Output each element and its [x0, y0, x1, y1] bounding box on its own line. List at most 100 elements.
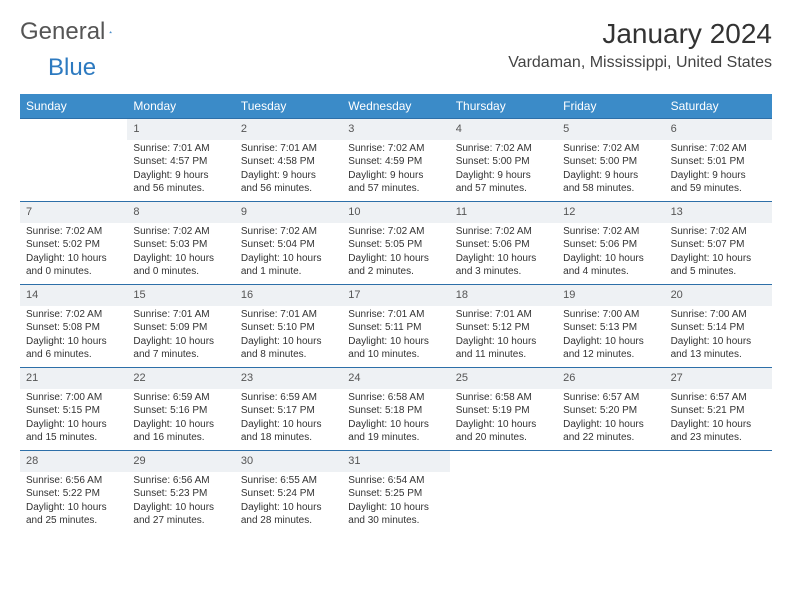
calendar-cell: 27Sunrise: 6:57 AMSunset: 5:21 PMDayligh… [665, 368, 772, 450]
daylight1-text: Daylight: 10 hours [26, 252, 121, 266]
sunset-text: Sunset: 5:18 PM [348, 404, 443, 418]
sunset-text: Sunset: 5:08 PM [26, 321, 121, 335]
daylight2-text: and 8 minutes. [241, 348, 336, 362]
sunset-text: Sunset: 5:19 PM [456, 404, 551, 418]
calendar-cell: 13Sunrise: 7:02 AMSunset: 5:07 PMDayligh… [665, 202, 772, 284]
sunrise-text: Sunrise: 6:58 AM [348, 391, 443, 405]
day-number: 6 [665, 119, 772, 140]
day-header-wednesday: Wednesday [342, 94, 449, 118]
daylight2-text: and 56 minutes. [133, 182, 228, 196]
daylight1-text: Daylight: 10 hours [671, 252, 766, 266]
cell-body: Sunrise: 6:58 AMSunset: 5:19 PMDaylight:… [450, 389, 557, 449]
calendar-cell: 28Sunrise: 6:56 AMSunset: 5:22 PMDayligh… [20, 451, 127, 533]
sunrise-text: Sunrise: 7:02 AM [348, 142, 443, 156]
daylight1-text: Daylight: 9 hours [671, 169, 766, 183]
calendar-cell-empty [20, 119, 127, 201]
sunset-text: Sunset: 4:59 PM [348, 155, 443, 169]
day-number: 25 [450, 368, 557, 389]
brand-part1: General [20, 18, 105, 46]
daylight2-text: and 18 minutes. [241, 431, 336, 445]
calendar-cell: 26Sunrise: 6:57 AMSunset: 5:20 PMDayligh… [557, 368, 664, 450]
daylight1-text: Daylight: 9 hours [133, 169, 228, 183]
daylight2-text: and 10 minutes. [348, 348, 443, 362]
calendar-cell: 18Sunrise: 7:01 AMSunset: 5:12 PMDayligh… [450, 285, 557, 367]
calendar-cell-empty [450, 451, 557, 533]
cell-body: Sunrise: 7:02 AMSunset: 5:07 PMDaylight:… [665, 223, 772, 283]
sunset-text: Sunset: 5:09 PM [133, 321, 228, 335]
day-number: 31 [342, 451, 449, 472]
day-number: 4 [450, 119, 557, 140]
day-number: 2 [235, 119, 342, 140]
week-row: 14Sunrise: 7:02 AMSunset: 5:08 PMDayligh… [20, 284, 772, 367]
daylight1-text: Daylight: 10 hours [348, 418, 443, 432]
sunrise-text: Sunrise: 6:59 AM [133, 391, 228, 405]
cell-body [20, 140, 127, 146]
daylight2-text: and 23 minutes. [671, 431, 766, 445]
sunset-text: Sunset: 4:58 PM [241, 155, 336, 169]
day-header-friday: Friday [557, 94, 664, 118]
week-row: 1Sunrise: 7:01 AMSunset: 4:57 PMDaylight… [20, 118, 772, 201]
sunrise-text: Sunrise: 6:57 AM [671, 391, 766, 405]
sunset-text: Sunset: 5:20 PM [563, 404, 658, 418]
sunrise-text: Sunrise: 7:01 AM [133, 308, 228, 322]
sunrise-text: Sunrise: 6:58 AM [456, 391, 551, 405]
day-number: 24 [342, 368, 449, 389]
cell-body [557, 472, 664, 478]
calendar-cell: 3Sunrise: 7:02 AMSunset: 4:59 PMDaylight… [342, 119, 449, 201]
daylight2-text: and 15 minutes. [26, 431, 121, 445]
daylight2-text: and 59 minutes. [671, 182, 766, 196]
week-row: 7Sunrise: 7:02 AMSunset: 5:02 PMDaylight… [20, 201, 772, 284]
sunset-text: Sunset: 5:23 PM [133, 487, 228, 501]
cell-body: Sunrise: 7:02 AMSunset: 5:06 PMDaylight:… [450, 223, 557, 283]
day-number: 27 [665, 368, 772, 389]
calendar-cell: 20Sunrise: 7:00 AMSunset: 5:14 PMDayligh… [665, 285, 772, 367]
daylight2-text: and 58 minutes. [563, 182, 658, 196]
day-number: 11 [450, 202, 557, 223]
sunset-text: Sunset: 5:12 PM [456, 321, 551, 335]
daylight1-text: Daylight: 10 hours [671, 418, 766, 432]
day-header-thursday: Thursday [450, 94, 557, 118]
brand-sail-icon [109, 23, 112, 41]
cell-body: Sunrise: 7:01 AMSunset: 5:11 PMDaylight:… [342, 306, 449, 366]
sunrise-text: Sunrise: 7:02 AM [671, 225, 766, 239]
day-number: 9 [235, 202, 342, 223]
day-number: 3 [342, 119, 449, 140]
daylight2-text: and 57 minutes. [348, 182, 443, 196]
day-headers-row: SundayMondayTuesdayWednesdayThursdayFrid… [20, 94, 772, 118]
sunset-text: Sunset: 5:14 PM [671, 321, 766, 335]
calendar-cell: 23Sunrise: 6:59 AMSunset: 5:17 PMDayligh… [235, 368, 342, 450]
calendar-cell: 21Sunrise: 7:00 AMSunset: 5:15 PMDayligh… [20, 368, 127, 450]
sunrise-text: Sunrise: 6:57 AM [563, 391, 658, 405]
day-header-monday: Monday [127, 94, 234, 118]
calendar-cell: 6Sunrise: 7:02 AMSunset: 5:01 PMDaylight… [665, 119, 772, 201]
calendar-cell: 25Sunrise: 6:58 AMSunset: 5:19 PMDayligh… [450, 368, 557, 450]
sunset-text: Sunset: 5:00 PM [456, 155, 551, 169]
daylight1-text: Daylight: 10 hours [563, 252, 658, 266]
calendar-cell: 12Sunrise: 7:02 AMSunset: 5:06 PMDayligh… [557, 202, 664, 284]
daylight2-text: and 11 minutes. [456, 348, 551, 362]
calendar-cell-empty [557, 451, 664, 533]
daylight2-text: and 27 minutes. [133, 514, 228, 528]
day-number: 30 [235, 451, 342, 472]
week-row: 28Sunrise: 6:56 AMSunset: 5:22 PMDayligh… [20, 450, 772, 533]
day-number: 14 [20, 285, 127, 306]
daylight1-text: Daylight: 10 hours [26, 335, 121, 349]
cell-body: Sunrise: 7:01 AMSunset: 5:10 PMDaylight:… [235, 306, 342, 366]
daylight1-text: Daylight: 10 hours [241, 335, 336, 349]
sunrise-text: Sunrise: 7:02 AM [563, 225, 658, 239]
sunrise-text: Sunrise: 7:02 AM [241, 225, 336, 239]
sunset-text: Sunset: 5:06 PM [456, 238, 551, 252]
calendar-cell: 5Sunrise: 7:02 AMSunset: 5:00 PMDaylight… [557, 119, 664, 201]
daylight2-text: and 5 minutes. [671, 265, 766, 279]
daylight2-text: and 19 minutes. [348, 431, 443, 445]
daylight2-text: and 2 minutes. [348, 265, 443, 279]
sunrise-text: Sunrise: 7:02 AM [133, 225, 228, 239]
cell-body: Sunrise: 7:02 AMSunset: 5:06 PMDaylight:… [557, 223, 664, 283]
calendar-cell: 4Sunrise: 7:02 AMSunset: 5:00 PMDaylight… [450, 119, 557, 201]
cell-body [665, 472, 772, 478]
sunset-text: Sunset: 5:22 PM [26, 487, 121, 501]
calendar: SundayMondayTuesdayWednesdayThursdayFrid… [20, 94, 772, 533]
sunrise-text: Sunrise: 7:01 AM [456, 308, 551, 322]
sunrise-text: Sunrise: 7:01 AM [241, 308, 336, 322]
sunset-text: Sunset: 5:17 PM [241, 404, 336, 418]
